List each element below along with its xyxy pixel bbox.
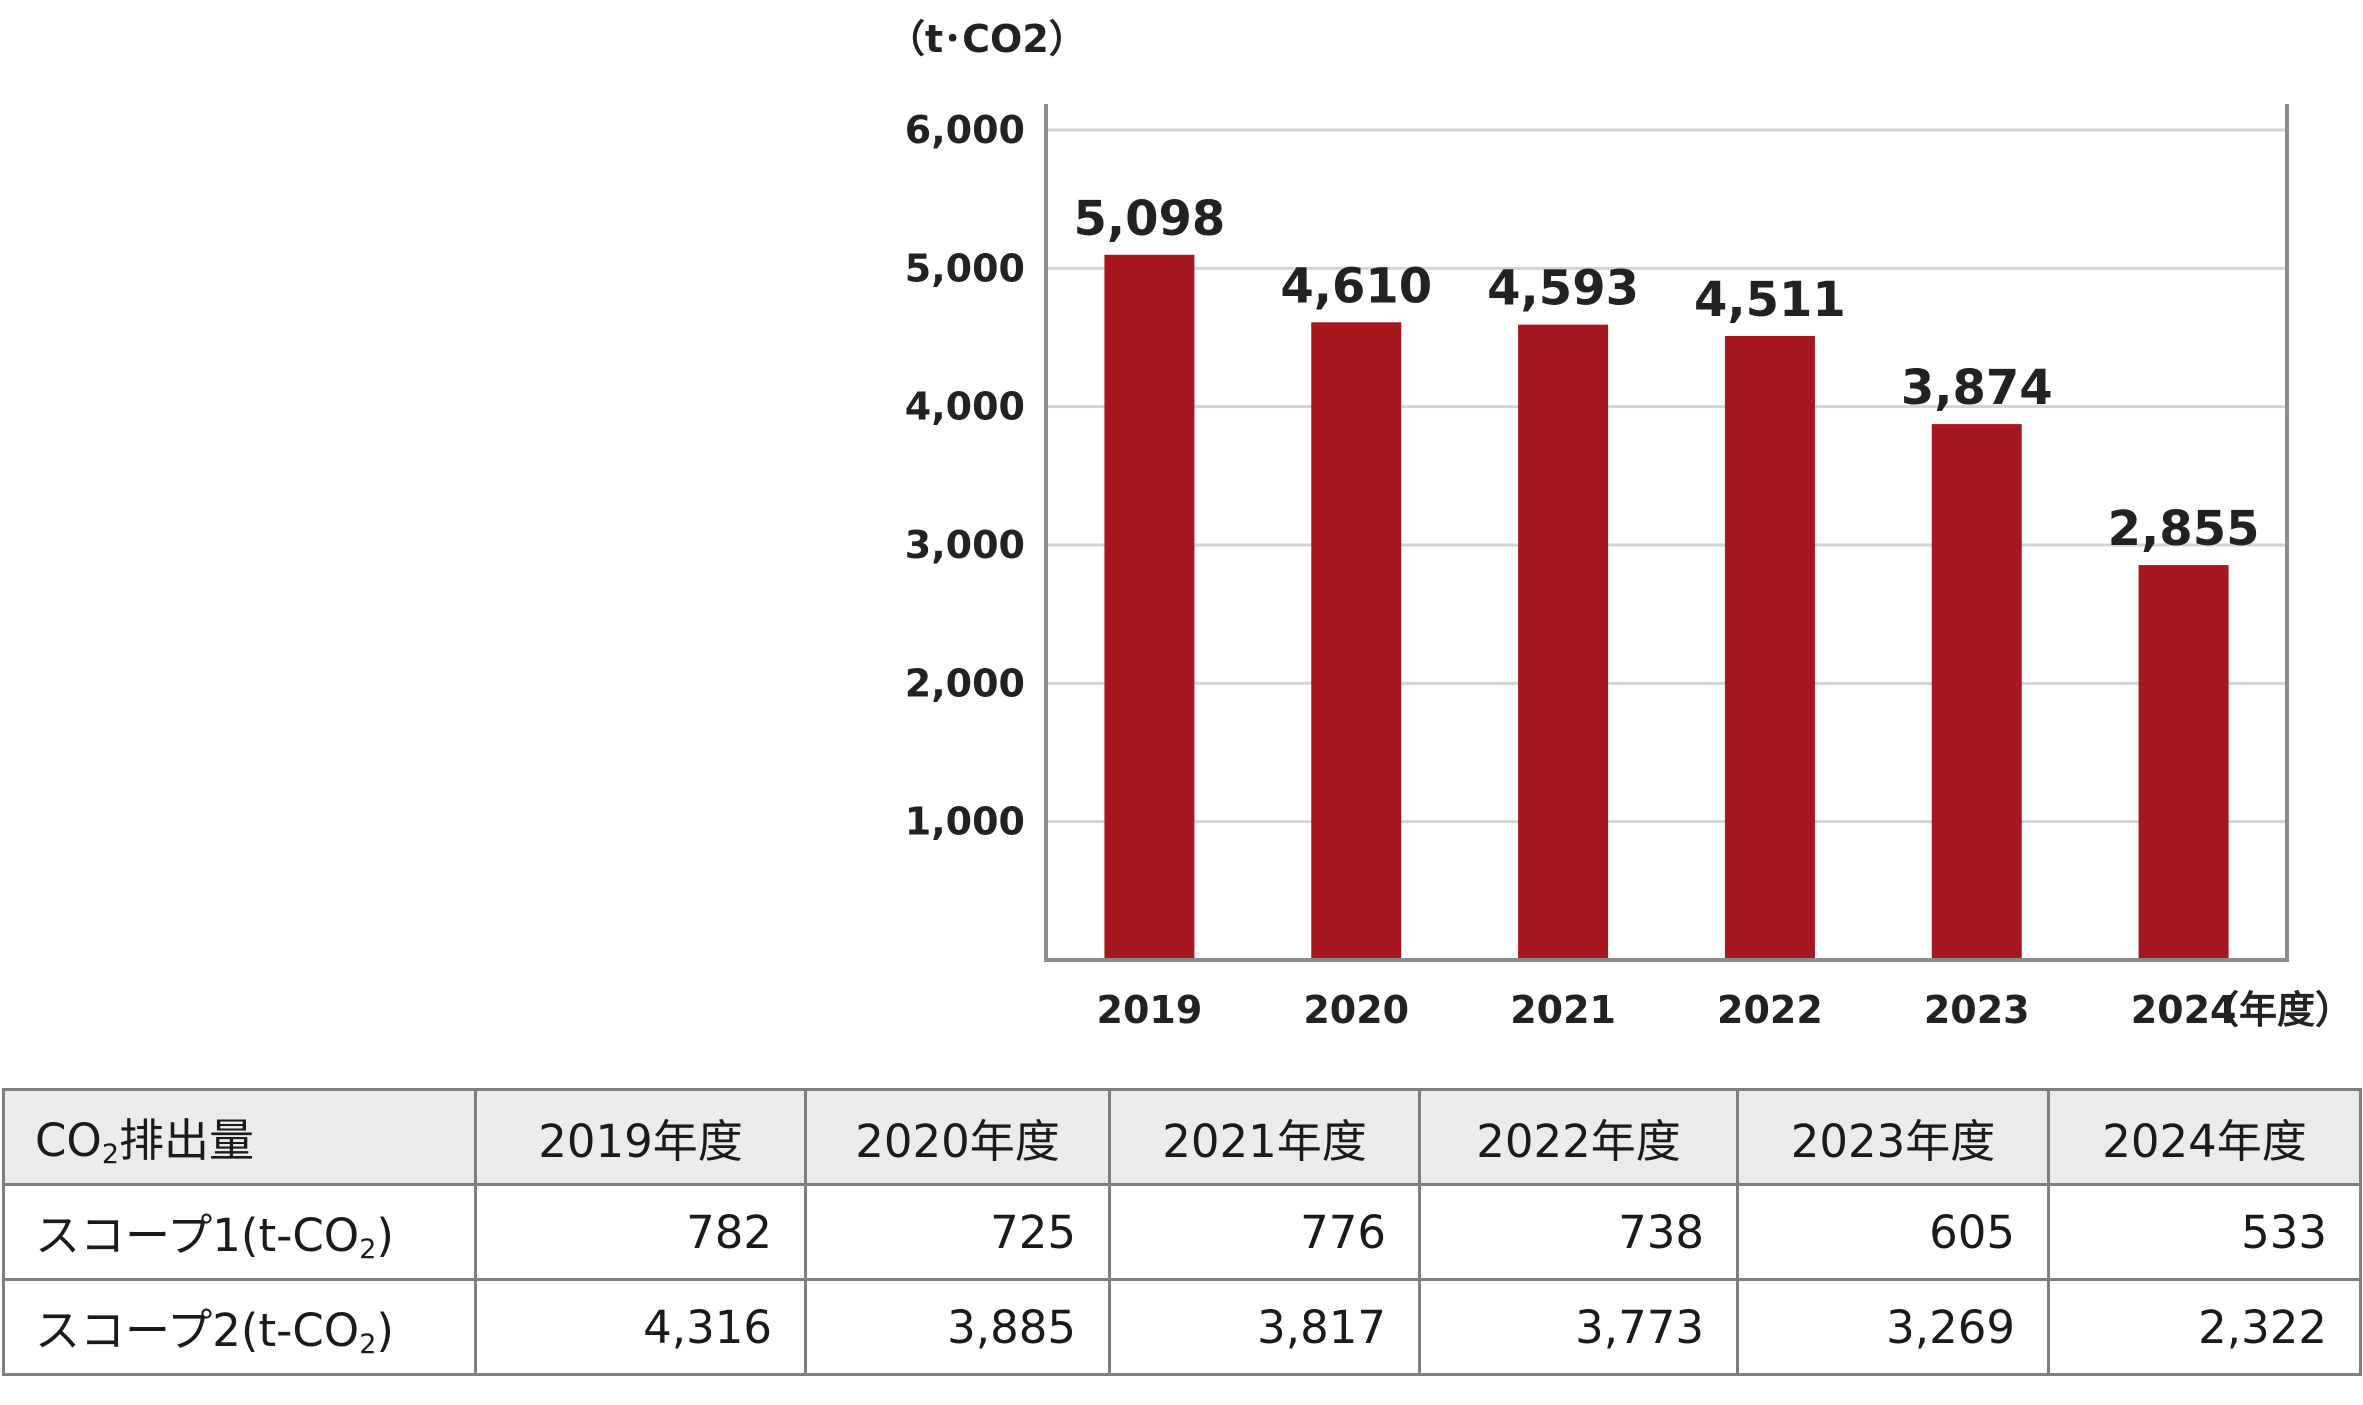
bar bbox=[1518, 324, 1609, 960]
bars bbox=[1104, 254, 2229, 960]
column-header: 2022年度 bbox=[1418, 1088, 1739, 1186]
bar bbox=[1931, 424, 2022, 960]
table-cell: 3,773 bbox=[1418, 1278, 1739, 1376]
y-tick-labels: 1,000 2,000 3,000 4,000 5,000 6,000 bbox=[905, 108, 1025, 844]
x-tick-label: 2021 bbox=[1510, 988, 1616, 1032]
bar-value-label: 4,610 bbox=[1280, 258, 1432, 314]
bar bbox=[1104, 254, 1195, 960]
x-tick-labels: 2019 2020 2021 2022 2023 2024 bbox=[1097, 988, 2237, 1032]
emissions-table: CO2排出量 2019年度 2020年度 2021年度 2022年度 2023年… bbox=[2, 1088, 2362, 1376]
table-cell: 782 bbox=[474, 1183, 807, 1281]
bar-data-labels: 5,098 4,610 4,593 4,511 3,874 2,855 bbox=[1074, 191, 2260, 557]
table-cell: 725 bbox=[804, 1183, 1111, 1281]
table-cell: 3,817 bbox=[1108, 1278, 1421, 1376]
table-cell: 2,322 bbox=[2047, 1278, 2362, 1376]
bar bbox=[1311, 322, 1402, 960]
bar-value-label: 3,874 bbox=[1901, 360, 2053, 416]
x-tick-label: 2020 bbox=[1303, 988, 1409, 1032]
table-cell: 533 bbox=[2047, 1183, 2362, 1281]
table-corner-header: CO2排出量 bbox=[2, 1088, 477, 1186]
table-cell: 605 bbox=[1736, 1183, 2050, 1281]
bar bbox=[2138, 565, 2229, 960]
emissions-bar-chart: （t･CO2） 1,000 2,000 3,000 4,000 5,000 6,000 5… bbox=[887, 17, 2353, 1032]
table-header-row: CO2排出量 2019年度 2020年度 2021年度 2022年度 2023年… bbox=[2, 1088, 2362, 1186]
column-header: 2023年度 bbox=[1736, 1088, 2050, 1186]
x-tick-label: 2023 bbox=[1924, 988, 2030, 1032]
bar-value-label: 4,593 bbox=[1487, 261, 1639, 317]
table-cell: 3,885 bbox=[804, 1278, 1111, 1376]
table-cell: 3,269 bbox=[1736, 1278, 2050, 1376]
bar-value-label: 5,098 bbox=[1074, 191, 1226, 247]
x-tick-label: 2022 bbox=[1717, 988, 1823, 1032]
row-label-scope1: スコープ1(t-CO2) bbox=[2, 1183, 477, 1281]
table-row-scope1: スコープ1(t-CO2) 782 725 776 738 605 533 bbox=[2, 1183, 2362, 1281]
y-tick-label: 4,000 bbox=[905, 385, 1025, 429]
column-header: 2024年度 bbox=[2047, 1088, 2362, 1186]
y-tick-label: 3,000 bbox=[905, 523, 1025, 567]
column-header: 2021年度 bbox=[1108, 1088, 1421, 1186]
x-tick-label: 2019 bbox=[1097, 988, 1203, 1032]
table-cell: 4,316 bbox=[474, 1278, 807, 1376]
table-cell: 738 bbox=[1418, 1183, 1739, 1281]
row-label-scope2: スコープ2(t-CO2) bbox=[2, 1278, 477, 1376]
bar-value-label: 2,855 bbox=[2108, 501, 2260, 557]
x-axis-unit-label: （年度） bbox=[2201, 988, 2353, 1032]
column-header: 2019年度 bbox=[474, 1088, 807, 1186]
bar bbox=[1724, 335, 1815, 960]
gridlines bbox=[1046, 128, 2287, 824]
y-tick-label: 5,000 bbox=[905, 246, 1025, 290]
y-tick-label: 1,000 bbox=[905, 800, 1025, 844]
column-header: 2020年度 bbox=[804, 1088, 1111, 1186]
table-cell: 776 bbox=[1108, 1183, 1421, 1281]
x-tick-label: 2024 bbox=[2131, 988, 2237, 1032]
table-row-scope2: スコープ2(t-CO2) 4,316 3,885 3,817 3,773 3,2… bbox=[2, 1278, 2362, 1376]
y-tick-label: 6,000 bbox=[905, 108, 1025, 152]
y-axis-unit-label: （t･CO2） bbox=[887, 17, 1087, 61]
bar-value-label: 4,511 bbox=[1694, 272, 1846, 328]
y-tick-label: 2,000 bbox=[905, 661, 1025, 705]
